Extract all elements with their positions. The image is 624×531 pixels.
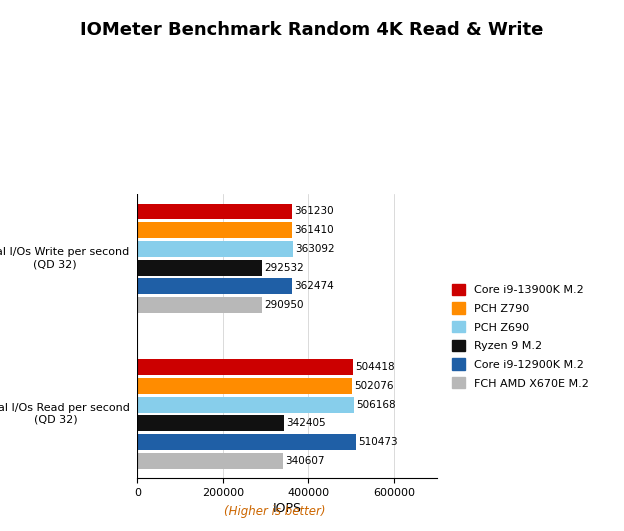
Text: Total I/Os Read per second
(QD 32): Total I/Os Read per second (QD 32) <box>0 403 130 425</box>
Bar <box>137 378 352 394</box>
Text: 510473: 510473 <box>358 437 397 447</box>
Text: (Higher is better): (Higher is better) <box>224 505 325 518</box>
Text: 340607: 340607 <box>285 456 324 466</box>
Text: 504418: 504418 <box>355 362 395 372</box>
Text: 290950: 290950 <box>264 300 303 310</box>
Bar <box>137 397 354 413</box>
Legend: Core i9-13900K M.2, PCH Z790, PCH Z690, Ryzen 9 M.2, Core i9-12900K M.2, FCH AMD: Core i9-13900K M.2, PCH Z790, PCH Z690, … <box>449 280 592 392</box>
Text: 342405: 342405 <box>286 418 326 429</box>
Text: 362474: 362474 <box>295 281 334 292</box>
Text: 292532: 292532 <box>265 262 305 272</box>
Text: Total I/Os Write per second
(QD 32): Total I/Os Write per second (QD 32) <box>0 247 130 269</box>
Bar <box>137 297 262 313</box>
Bar <box>137 260 263 276</box>
Text: 363092: 363092 <box>295 244 334 254</box>
Text: 361230: 361230 <box>294 207 334 217</box>
Text: IOMeter Benchmark Random 4K Read & Write: IOMeter Benchmark Random 4K Read & Write <box>80 21 544 39</box>
Bar <box>137 453 283 469</box>
Bar <box>137 203 292 219</box>
Text: 506168: 506168 <box>356 400 396 410</box>
Bar <box>137 241 293 257</box>
Bar <box>137 222 292 238</box>
Bar <box>137 434 356 450</box>
Bar <box>137 278 293 294</box>
Text: 502076: 502076 <box>354 381 394 391</box>
X-axis label: IOPS: IOPS <box>273 502 301 515</box>
Bar <box>137 415 284 431</box>
Text: 361410: 361410 <box>294 225 334 235</box>
Bar <box>137 359 353 375</box>
